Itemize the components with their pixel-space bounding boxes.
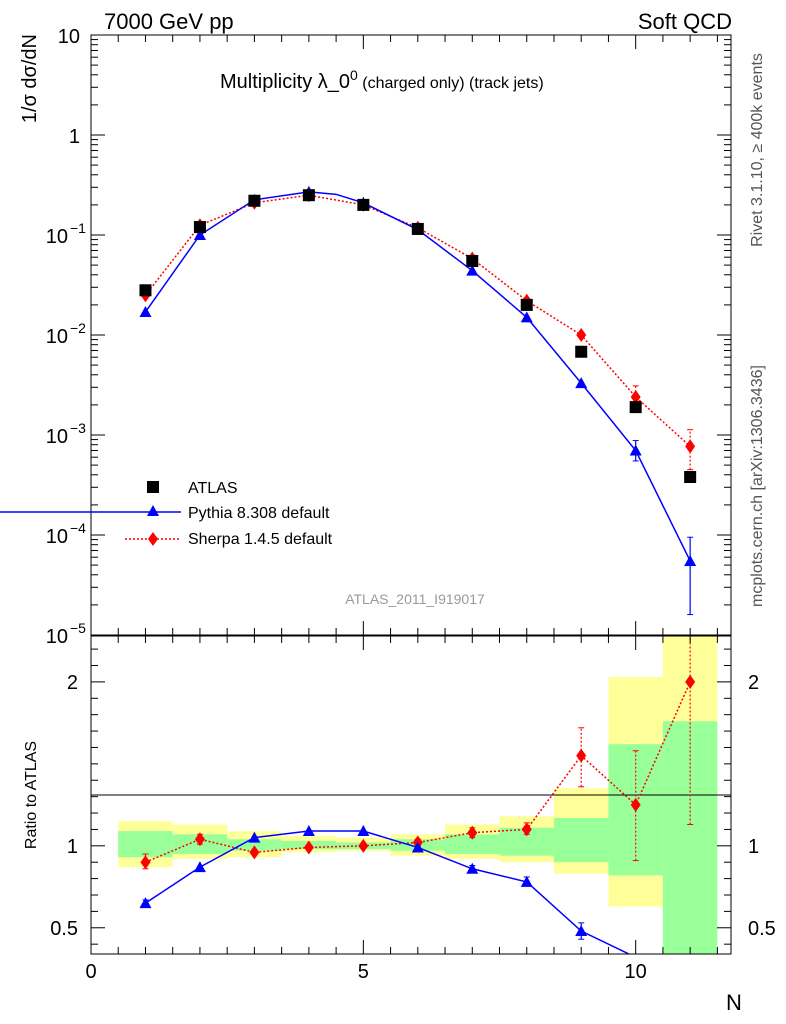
ratio-sherpa-point [521,822,532,837]
main-atlas-point [629,401,642,414]
ratio-tick-labels: 2 2 1 1 0.5 0.5 0 5 10 [50,672,776,983]
ratio-sherpa-point [467,825,478,840]
ratio-y-axis-label: Ratio to ATLAS [23,741,40,849]
ratio-sherpa-point [576,748,587,763]
ratio-pythia-point [357,825,370,837]
ratio-y-tick-label: 0.5 [50,918,78,940]
ratio-y-tick-label-right: 1 [748,836,759,858]
x-axis-label: N [726,990,742,1015]
ratio-pythia-point [466,862,479,874]
main-pythia-point [684,554,697,566]
main-title: Multiplicity λ_00 (charged only) (track … [220,67,544,93]
main-y-tick-label: 10 [46,326,68,348]
ratio-panel-frame [90,635,732,955]
main-y-tick-exponent: −4 [70,520,86,536]
ratio-y-tick-label: 1 [67,836,78,858]
main-atlas-point [357,198,370,211]
x-tick-label: 10 [625,961,647,983]
main-atlas-point [466,254,479,267]
ratio-y-tick-label-right: 2 [748,672,759,694]
main-y-tick-exponent: −5 [70,620,86,636]
x-tick-label: 5 [358,961,369,983]
main-pythia-point [139,305,152,317]
main-pythia-point [466,264,479,276]
ratio-sherpa-point [140,855,151,870]
rivet-label: Rivet 3.1.10, ≥ 400k events [749,53,766,247]
ratio-pythia-point [302,825,315,837]
main-series-layer [139,185,697,616]
main-pythia-point [629,444,642,456]
main-atlas-point [193,221,206,234]
main-sherpa-point [685,439,696,454]
main-axis-ticks [90,34,731,636]
ratio-band-inner [553,817,609,863]
main-y-tick-label: 10 [58,26,80,48]
legend: ATLAS Pythia 8.308 default Sherpa 1.4.5 … [0,480,333,548]
ratio-sherpa-point [194,832,205,847]
ratio-sherpa-point [685,674,696,689]
main-y-tick-label: 10 [46,226,68,248]
main-title-sup: 0 [350,67,358,83]
ratio-pythia-point [139,897,152,909]
main-atlas-point [411,222,424,235]
legend-pythia-marker [147,505,159,516]
main-atlas-point [302,189,315,202]
header-category: Soft QCD [638,9,732,34]
ratio-sherpa-point [358,838,369,853]
ratio-pythia-point [411,841,424,853]
ratio-pythia-point [248,831,261,843]
main-panel-frame [90,34,732,636]
main-y-tick-label: 10 [46,526,68,548]
ratio-axis-ticks [90,636,731,954]
main-y-tick-label: 10 [46,626,68,648]
legend-pythia-label: Pythia 8.308 default [188,505,330,522]
ratio-sherpa-point [630,797,641,812]
main-y-tick-exponent: −1 [70,220,86,236]
main-title-rest: (charged only) (track jets) [358,75,544,92]
main-atlas-point [520,298,533,311]
ratio-pythia-point [520,875,533,887]
main-y-tick-exponent: −3 [70,420,86,436]
main-sherpa-point [630,389,641,404]
ratio-pythia-point [193,861,206,873]
main-pythia-point [575,377,588,389]
main-pythia-point [193,229,206,240]
legend-atlas-marker [147,481,159,493]
main-y-tick-label: 1 [69,126,80,148]
ratio-sherpa-point [303,840,314,855]
main-y-tick-exponent: −2 [70,320,86,336]
ratio-pythia-point [575,925,588,937]
main-sherpa-point [576,328,587,342]
header-energy: 7000 GeV pp [104,9,234,34]
main-pythia-point [520,311,533,323]
ratio-band-inner [118,831,173,858]
x-tick-label: 0 [85,961,96,983]
ratio-band-inner [227,839,282,851]
ratio-sherpa-point [249,845,260,860]
ratio-band-inner [445,834,500,855]
main-y-axis-label: 1/σ dσ/dN [19,34,41,123]
legend-sherpa-marker [148,532,158,546]
ratio-y-tick-label-right: 0.5 [748,918,776,940]
legend-atlas-label: ATLAS [188,480,238,497]
main-atlas-point [139,284,152,297]
legend-sherpa-label: Sherpa 1.4.5 default [188,531,333,548]
main-y-tick-label: 10 [46,426,68,448]
main-atlas-point [684,471,697,484]
main-pythia-line [144,191,691,562]
analysis-id: ATLAS_2011_I919017 [345,591,485,607]
mcplots-label: mcplots.cern.ch [arXiv:1306.3436] [749,365,766,607]
main-atlas-point [575,345,588,358]
ratio-series-layer [139,636,696,954]
main-title-text: Multiplicity λ_0 [220,71,350,93]
main-atlas-point [248,194,261,207]
ratio-y-tick-label: 2 [67,672,78,694]
